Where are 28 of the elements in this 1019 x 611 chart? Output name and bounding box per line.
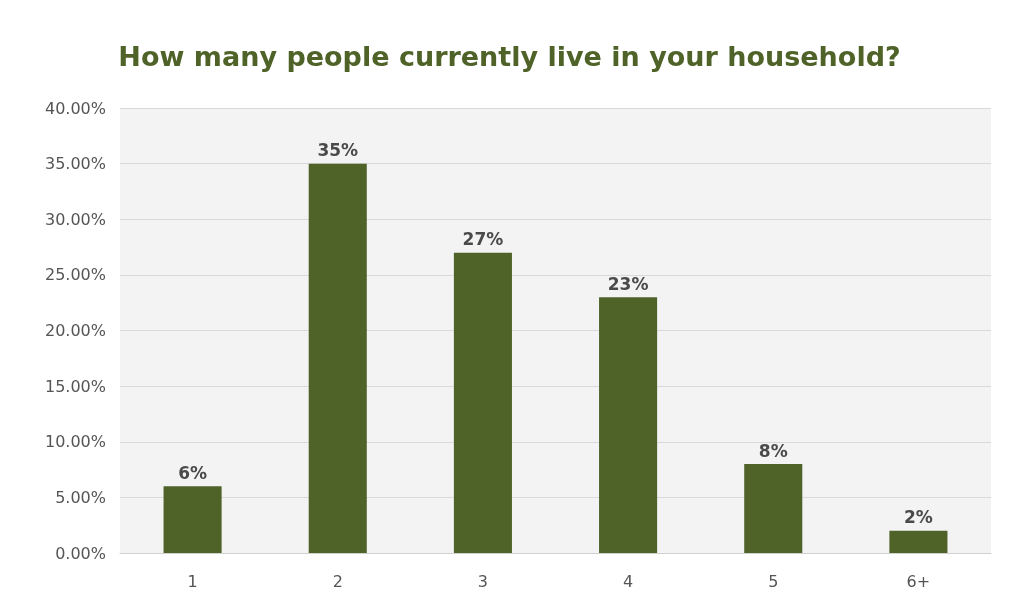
y-tick-label: 0.00% xyxy=(55,543,106,563)
x-tick-label: 4 xyxy=(622,571,634,591)
y-tick-label: 25.00% xyxy=(44,265,106,285)
bar xyxy=(453,252,512,553)
data-label: 27% xyxy=(462,229,504,250)
data-label: 6% xyxy=(178,462,208,483)
y-tick-label: 20.00% xyxy=(44,321,106,340)
y-tick-label: 15.00% xyxy=(44,376,106,396)
x-tick-label: 6+ xyxy=(906,571,931,591)
data-label: 35% xyxy=(317,140,359,161)
y-tick-label: 35.00% xyxy=(44,154,106,174)
y-tick-label: 40.00% xyxy=(44,98,106,118)
bar xyxy=(308,163,367,553)
x-tick-label: 3 xyxy=(477,571,489,591)
data-label: 2% xyxy=(903,507,933,528)
bar xyxy=(599,297,658,553)
x-tick-label: 5 xyxy=(768,571,779,591)
data-label: 23% xyxy=(607,273,649,294)
x-tick-label: 2 xyxy=(332,571,343,591)
data-label: 8% xyxy=(758,440,788,461)
chart-title: How many people currently live in your household? xyxy=(118,41,901,72)
bar xyxy=(744,464,803,553)
bar xyxy=(163,486,222,553)
x-tick-label: 1 xyxy=(187,571,198,591)
y-tick-label: 30.00% xyxy=(44,209,106,229)
bar xyxy=(889,530,948,553)
y-tick-label: 5.00% xyxy=(55,487,106,507)
y-tick-label: 10.00% xyxy=(44,432,106,452)
